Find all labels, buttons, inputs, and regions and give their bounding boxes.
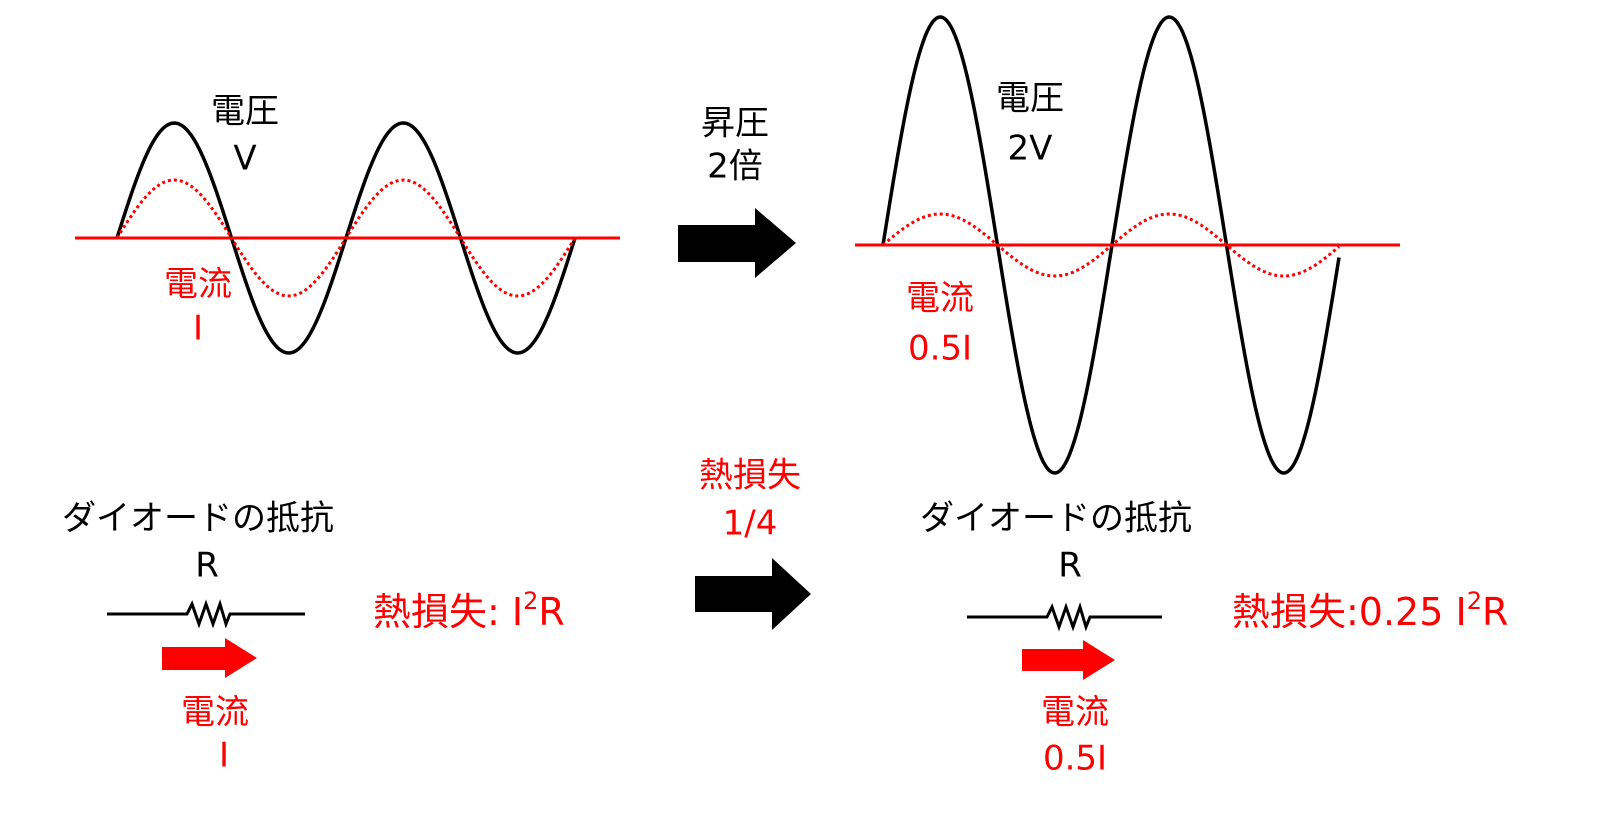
resistor xyxy=(107,599,305,629)
current-arrow xyxy=(162,638,257,678)
current-value: I xyxy=(219,736,229,776)
heat-loss-prefix: 熱損失:0.25 I xyxy=(1232,590,1467,634)
step-up-label: 昇圧 xyxy=(701,104,769,144)
voltage-value: 2V xyxy=(1008,129,1053,169)
loss-change-label: 熱損失 xyxy=(699,456,801,496)
current-arrow xyxy=(1022,640,1115,680)
arrow xyxy=(678,208,796,278)
current-value: 0.5I xyxy=(908,329,972,369)
heat-loss: 熱損失: I2R xyxy=(373,587,565,634)
voltage-wave xyxy=(881,15,1341,475)
current-value: I xyxy=(193,309,203,349)
current-label: 電流 xyxy=(1041,693,1109,733)
voltage-value: V xyxy=(233,139,256,179)
arrow xyxy=(695,558,811,630)
circuit-title: ダイオードの抵抗 xyxy=(62,499,334,539)
heat-loss-exponent: 2 xyxy=(1467,587,1482,615)
current-label: 電流 xyxy=(181,693,249,733)
heat-loss-prefix: 熱損失: I xyxy=(373,590,523,634)
heat-loss-exponent: 2 xyxy=(523,587,538,615)
current-label: 電流 xyxy=(164,265,232,305)
current-label: 電流 xyxy=(906,279,974,319)
voltage-label: 電圧 xyxy=(211,92,279,132)
resistor-label: R xyxy=(195,546,219,586)
loss-change-ratio: 1/4 xyxy=(723,504,778,544)
voltage-label: 電圧 xyxy=(996,79,1064,119)
resistor-label: R xyxy=(1058,546,1082,586)
resistor xyxy=(967,602,1162,632)
step-up-factor: 2倍 xyxy=(707,147,763,187)
heat-loss: 熱損失:0.25 I2R xyxy=(1232,587,1508,634)
heat-loss-suffix: R xyxy=(538,590,564,634)
heat-loss-suffix: R xyxy=(1482,590,1508,634)
circuit-title: ダイオードの抵抗 xyxy=(920,499,1192,539)
current-value: 0.5I xyxy=(1043,739,1107,779)
